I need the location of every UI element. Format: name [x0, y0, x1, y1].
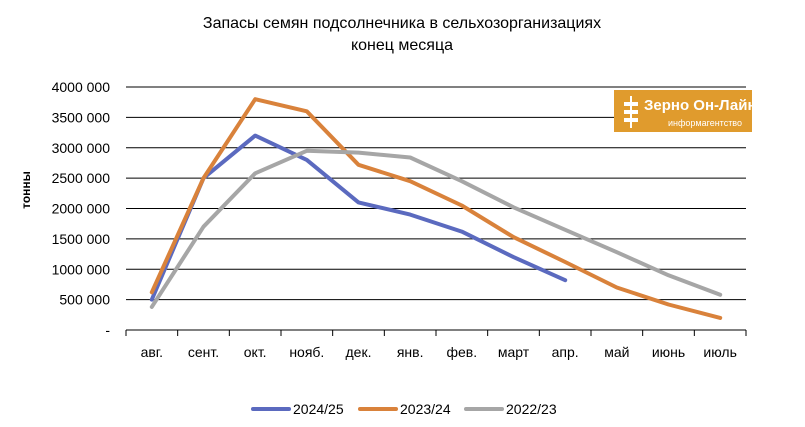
y-tick-labels: - 500 000 1000 000 1500 000 2000 000 2500 000…: [52, 79, 111, 338]
y-tick-label-5: 2500 000: [52, 170, 111, 186]
legend-label-0: 2024/25: [293, 401, 344, 417]
chart-title-line-2: конец месяца: [351, 37, 453, 54]
x-axis: [125, 329, 747, 336]
legend: 2024/25 2023/24 2022/23: [251, 401, 557, 417]
y-tick-label-8: 4000 000: [52, 79, 111, 95]
series-line-2024-25: [149, 133, 568, 302]
logo-subtitle: информагентство: [668, 118, 742, 128]
x-tick-label-0: авг.: [141, 344, 164, 360]
wheat-icon: [624, 96, 638, 128]
x-tick-label-5: янв.: [397, 344, 424, 360]
y-tick-label-7: 3500 000: [52, 109, 111, 125]
y-tick-label-1: 500 000: [59, 292, 110, 308]
y-axis-label: тонны: [19, 171, 33, 209]
x-tick-labels: авг. сент. окт. нояб. дек. янв. фев. март апр. ма…: [141, 344, 737, 360]
y-tick-label-0: -: [105, 322, 110, 338]
series-line-2023-24: [149, 97, 723, 320]
x-tick-label-10: июнь: [652, 344, 685, 360]
logo: Зерно Он-Лайн информагентство: [614, 90, 757, 132]
series-line-2022-23: [149, 148, 723, 309]
y-tick-label-3: 1500 000: [52, 231, 111, 247]
legend-label-2: 2022/23: [506, 401, 557, 417]
x-tick-label-3: нояб.: [289, 344, 324, 360]
x-tick-label-1: сент.: [188, 344, 219, 360]
y-tick-label-6: 3000 000: [52, 140, 111, 156]
x-tick-label-7: март: [498, 344, 530, 360]
y-tick-label-4: 2000 000: [52, 201, 111, 217]
x-tick-label-2: окт.: [244, 344, 267, 360]
legend-label-1: 2023/24: [400, 401, 451, 417]
x-tick-label-9: май: [604, 344, 629, 360]
chart-title-line-1: Запасы семян подсолнечника в сельхозорга…: [203, 15, 601, 32]
x-tick-label-6: фев.: [447, 344, 478, 360]
x-tick-label-4: дек.: [346, 344, 372, 360]
x-tick-label-11: июль: [703, 344, 736, 360]
x-tick-label-8: апр.: [552, 344, 579, 360]
grid-lines: [126, 86, 746, 301]
logo-title: Зерно Он-Лайн: [644, 97, 757, 114]
y-tick-label-2: 1000 000: [52, 261, 111, 277]
series-lines: [149, 97, 723, 320]
